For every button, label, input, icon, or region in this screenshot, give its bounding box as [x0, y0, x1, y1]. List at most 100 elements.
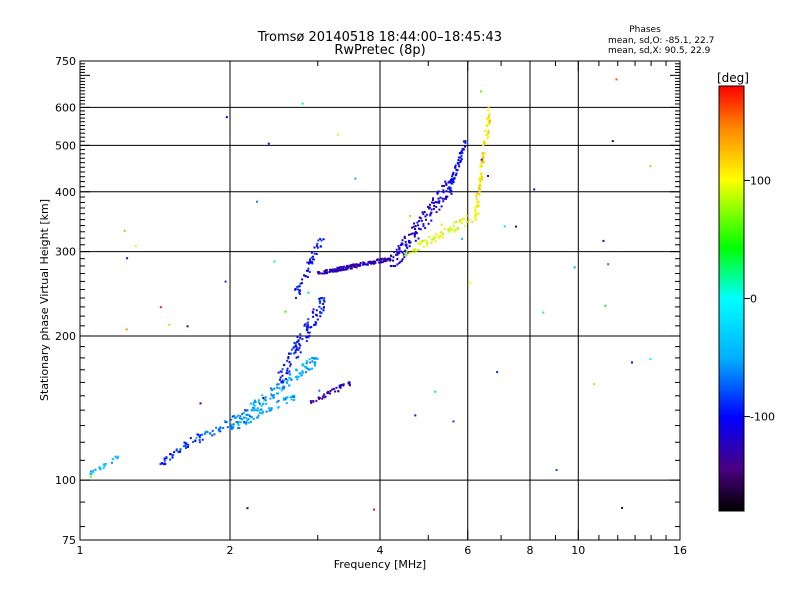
- data-point: [368, 261, 371, 264]
- data-point: [425, 213, 428, 216]
- data-point: [245, 423, 248, 426]
- data-point: [288, 352, 291, 355]
- data-point: [235, 416, 238, 419]
- data-point: [198, 441, 201, 444]
- data-point: [254, 400, 257, 403]
- data-point: [288, 384, 291, 387]
- data-point: [339, 384, 342, 387]
- data-point: [238, 427, 241, 429]
- data-point: [312, 308, 315, 311]
- data-point: [305, 366, 307, 369]
- data-point: [307, 269, 309, 272]
- data-point: [542, 311, 545, 314]
- data-point: [169, 458, 172, 461]
- data-point: [649, 358, 652, 360]
- data-point: [316, 314, 319, 317]
- data-point: [307, 318, 310, 321]
- data-point: [111, 461, 113, 464]
- data-point: [379, 260, 382, 263]
- data-point: [480, 90, 483, 93]
- data-point: [434, 390, 437, 393]
- data-point: [398, 248, 401, 251]
- data-point: [305, 322, 308, 325]
- data-point: [462, 140, 465, 143]
- data-point: [345, 265, 348, 268]
- data-point: [328, 271, 331, 273]
- data-point: [479, 166, 482, 169]
- data-point: [288, 376, 291, 379]
- data-point: [269, 397, 272, 400]
- data-point: [434, 240, 437, 243]
- data-point: [486, 136, 489, 139]
- data-point: [343, 265, 345, 268]
- data-point: [376, 258, 379, 261]
- data-point: [247, 414, 250, 417]
- data-point: [309, 326, 312, 329]
- data-point: [184, 443, 187, 446]
- data-point: [294, 351, 297, 354]
- data-point: [450, 178, 453, 181]
- x-tick-label: 1: [77, 544, 84, 557]
- data-point: [481, 152, 484, 155]
- data-point: [316, 358, 319, 360]
- data-point: [257, 409, 260, 412]
- data-point: [456, 162, 459, 164]
- y-tick-label: 750: [55, 55, 76, 68]
- chart-subtitle: RwPretec (8p): [334, 43, 425, 58]
- data-point: [286, 369, 288, 372]
- data-point: [350, 267, 353, 270]
- data-point: [325, 269, 328, 272]
- data-point: [415, 249, 418, 252]
- data-point: [327, 390, 329, 393]
- data-point: [245, 421, 248, 424]
- data-point: [435, 205, 438, 208]
- data-point: [289, 396, 292, 399]
- data-point: [225, 116, 228, 119]
- data-point: [134, 245, 137, 248]
- data-point: [199, 402, 202, 405]
- data-point: [485, 117, 488, 120]
- x-tick-label: 16: [673, 544, 687, 557]
- data-point: [308, 334, 311, 337]
- data-point: [288, 361, 291, 364]
- data-point: [355, 266, 358, 269]
- data-point: [449, 228, 452, 231]
- data-point: [412, 225, 415, 228]
- data-point: [90, 470, 92, 473]
- data-point: [126, 257, 129, 260]
- data-point: [331, 268, 334, 271]
- data-point: [297, 285, 300, 288]
- data-point: [430, 241, 433, 244]
- data-point: [461, 222, 464, 225]
- data-point: [435, 211, 438, 214]
- data-point: [252, 401, 255, 404]
- data-point: [438, 201, 441, 204]
- data-point: [440, 205, 443, 208]
- data-point: [293, 399, 296, 401]
- data-point: [322, 303, 325, 305]
- data-point: [479, 180, 482, 183]
- data-point: [417, 248, 420, 251]
- data-point: [433, 235, 436, 238]
- data-point: [125, 328, 128, 331]
- data-point: [316, 242, 319, 245]
- data-point: [235, 421, 238, 423]
- data-point: [337, 390, 340, 393]
- data-point: [447, 181, 450, 184]
- y-axis-ticks: 75 100 200 300 400 500 600 750: [55, 55, 680, 547]
- data-point: [460, 219, 463, 221]
- data-point: [408, 245, 411, 248]
- data-point: [268, 409, 271, 412]
- data-point: [457, 159, 460, 162]
- data-point: [281, 381, 284, 384]
- data-point: [296, 378, 299, 381]
- data-point: [308, 271, 311, 273]
- data-point: [475, 197, 478, 200]
- data-point: [313, 364, 316, 367]
- data-point: [321, 397, 324, 400]
- data-point: [315, 244, 318, 247]
- data-point: [197, 433, 200, 436]
- data-point: [481, 154, 484, 157]
- data-point: [278, 378, 281, 381]
- data-point: [479, 186, 482, 189]
